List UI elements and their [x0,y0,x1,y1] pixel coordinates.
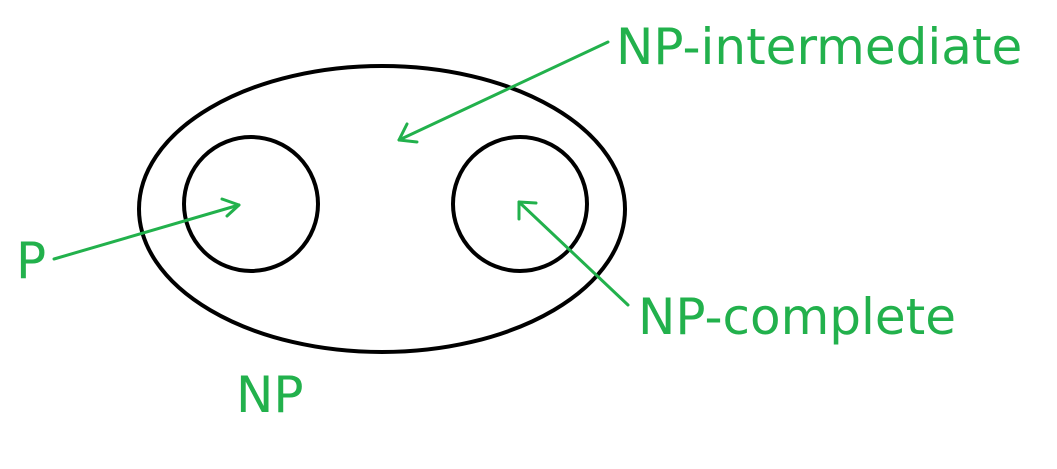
p-label: P [16,232,47,290]
np-intermediate-arrow [397,40,610,144]
p-arrow [52,197,241,261]
np-intermediate-label: NP-intermediate [616,18,1023,76]
np-set-ellipse [137,64,627,354]
np-label: NP [236,366,304,424]
np-complete-arrow [517,200,630,307]
np-complete-set-circle [451,135,589,273]
np-complete-label: NP-complete [638,288,957,346]
p-set-circle [182,135,320,273]
